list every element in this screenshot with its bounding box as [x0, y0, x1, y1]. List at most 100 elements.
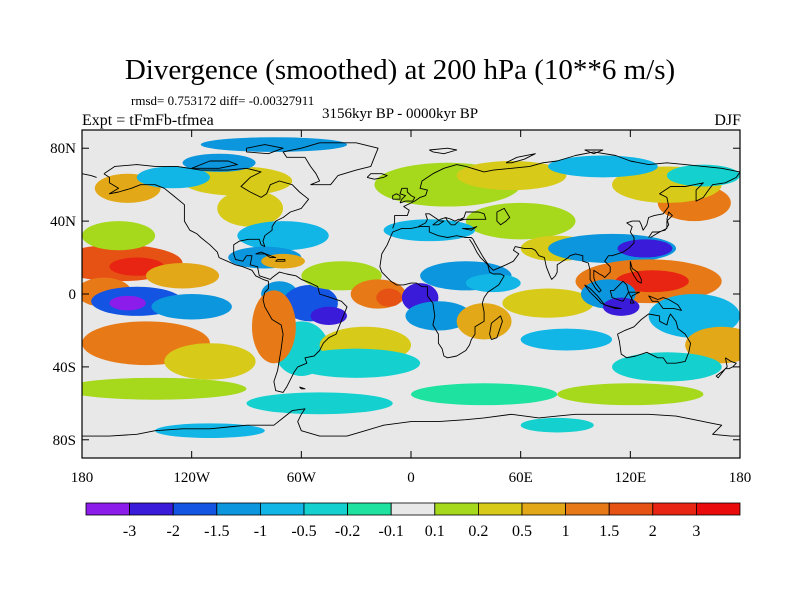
lon-label: 60E	[509, 470, 533, 486]
anomaly-region	[151, 294, 232, 320]
experiment-label: Expt = tFmFb-tfmea	[82, 112, 214, 129]
colorbar-label: -0.1	[379, 523, 404, 540]
coastline	[505, 153, 536, 164]
anomaly-region	[182, 166, 293, 196]
anomaly-region	[246, 392, 393, 415]
season-label: DJF	[714, 112, 741, 129]
colorbar-box	[216, 502, 261, 516]
colorbar-labels: -3 -2 -1.5 -1 -0.5 -0.2 -0.1 0.1 0.2 0.5 1 1.5 2 3	[123, 523, 700, 540]
anomaly-region	[648, 294, 740, 338]
coastline	[429, 147, 458, 155]
coastline	[246, 144, 284, 155]
lon-label: 120W	[173, 470, 211, 486]
anomaly-region	[217, 190, 284, 227]
colorbar-box	[259, 502, 305, 516]
coastline	[609, 280, 629, 302]
coastline	[275, 258, 286, 262]
colorbar-label: 0.2	[468, 523, 488, 540]
lon-axis: 180 120W 60W 0 60E 120E 180	[71, 470, 752, 486]
stats-text: rmsd= 0.753172 diff= -0.00327911	[131, 93, 315, 108]
lat-label: 0	[69, 287, 77, 303]
colorbar-box	[347, 502, 392, 516]
anomaly-region	[520, 328, 613, 351]
coastline	[489, 315, 503, 341]
colorbar-box	[652, 502, 697, 516]
colorbar-label: -2	[167, 523, 180, 540]
anomaly-region	[292, 348, 421, 378]
colorbar-box	[172, 502, 218, 516]
colorbar-label: -1	[254, 523, 267, 540]
lon-label: 180	[729, 470, 752, 486]
lon-label: 0	[407, 470, 415, 486]
anomaly-region	[456, 160, 567, 191]
colorbar-label: 2	[649, 523, 657, 540]
colorbar-boxes	[85, 502, 741, 516]
coastline	[629, 261, 642, 284]
colorbar-box	[521, 502, 566, 516]
coastline	[191, 160, 238, 169]
coastline	[460, 211, 487, 220]
colorbar-box	[565, 502, 610, 516]
anomaly-region	[155, 423, 265, 438]
anomaly-region	[310, 306, 348, 325]
colorbar-label: 1.5	[599, 523, 619, 540]
coastline	[496, 207, 511, 226]
lat-axis: 80N 40N 0 40S 80S	[50, 141, 76, 449]
coastline	[399, 187, 416, 204]
colorbar-label: 3	[692, 523, 700, 540]
coastlines	[82, 142, 740, 437]
anomaly-field	[82, 137, 740, 438]
colorbar-label: -0.2	[335, 523, 360, 540]
axis-ticks	[81, 130, 741, 458]
colorbar-label: 0.5	[512, 523, 532, 540]
anomaly-region	[666, 164, 740, 187]
anomaly-region	[251, 290, 296, 364]
coastline	[648, 211, 673, 238]
anomaly-region	[200, 137, 348, 152]
coastline	[255, 251, 277, 259]
lat-label: 80S	[53, 433, 76, 449]
colorbar-box	[434, 502, 479, 516]
anomaly-region	[82, 377, 247, 400]
colorbar-box	[303, 502, 348, 516]
colorbar-box	[85, 502, 130, 516]
lat-label: 40N	[50, 214, 76, 230]
plot-title: Divergence (smoothed) at 200 hPa (10**6 …	[124, 54, 676, 86]
anomaly-region	[411, 383, 558, 406]
anomaly-region	[145, 263, 220, 289]
anomaly-region	[685, 326, 740, 364]
colorbar-box	[696, 502, 741, 516]
colorbar-box	[390, 502, 436, 516]
coastline	[103, 164, 348, 393]
colorbar-label: 1	[562, 523, 570, 540]
coastline	[584, 149, 604, 155]
coastline	[392, 151, 740, 229]
coastline	[392, 193, 401, 200]
anomaly-region	[164, 343, 256, 380]
lon-label: 180	[71, 470, 94, 486]
period-label: 3156kyr BP - 0000kyr BP	[322, 106, 479, 122]
anomaly-region	[557, 383, 704, 406]
colorbar-box	[608, 502, 654, 516]
coastline	[584, 284, 606, 306]
coastline	[648, 295, 682, 311]
anomaly-region	[182, 153, 256, 172]
anomaly-region	[82, 221, 156, 251]
colorbar-box	[477, 502, 523, 516]
anomaly-region	[502, 288, 594, 318]
lat-label: 80N	[50, 141, 76, 157]
coastline	[82, 408, 740, 437]
coastline	[715, 357, 737, 379]
colorbar-label: 0.1	[425, 523, 445, 540]
lon-label: 120E	[614, 470, 646, 486]
coastline	[366, 173, 388, 180]
colorbar-label: -0.5	[291, 523, 316, 540]
coastline	[617, 313, 692, 364]
coastline	[628, 291, 640, 304]
anomaly-region	[465, 273, 521, 293]
anomaly-region	[376, 288, 402, 307]
colorbar-box	[129, 502, 174, 516]
lat-label: 40S	[53, 360, 76, 376]
